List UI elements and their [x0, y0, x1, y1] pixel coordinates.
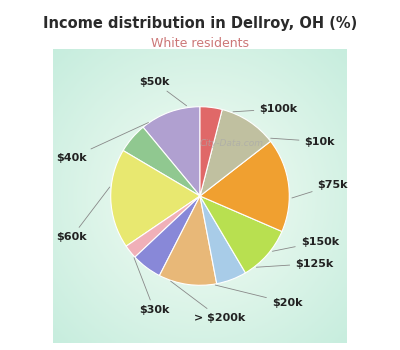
Text: $125k: $125k	[256, 259, 334, 268]
Wedge shape	[200, 110, 270, 196]
Text: $30k: $30k	[134, 258, 170, 315]
Text: $20k: $20k	[215, 285, 302, 308]
Text: $75k: $75k	[292, 180, 348, 198]
Text: $100k: $100k	[233, 104, 298, 114]
Text: Income distribution in Dellroy, OH (%): Income distribution in Dellroy, OH (%)	[43, 16, 357, 31]
Wedge shape	[126, 196, 200, 257]
Text: $150k: $150k	[272, 237, 339, 251]
Text: $60k: $60k	[56, 187, 110, 243]
Text: City-Data.com: City-Data.com	[200, 139, 264, 148]
Text: $50k: $50k	[139, 77, 186, 106]
Wedge shape	[200, 107, 222, 196]
Wedge shape	[111, 150, 200, 246]
Text: White residents: White residents	[151, 37, 249, 50]
Wedge shape	[200, 196, 246, 284]
Wedge shape	[160, 196, 217, 285]
Wedge shape	[200, 141, 289, 231]
Text: $40k: $40k	[56, 122, 148, 163]
Wedge shape	[200, 196, 282, 273]
Wedge shape	[135, 196, 200, 275]
Wedge shape	[123, 127, 200, 196]
Text: $10k: $10k	[271, 136, 335, 147]
Wedge shape	[143, 107, 200, 196]
Text: > $200k: > $200k	[171, 281, 245, 323]
